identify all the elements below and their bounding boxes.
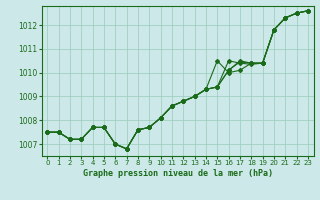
X-axis label: Graphe pression niveau de la mer (hPa): Graphe pression niveau de la mer (hPa) — [83, 169, 273, 178]
